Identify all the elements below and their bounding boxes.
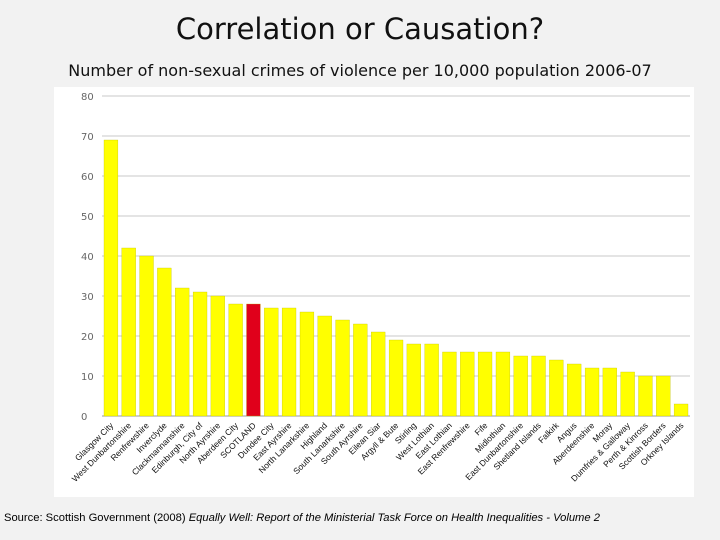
- y-tick-label: 30: [81, 292, 94, 303]
- source-note: Source: Scottish Government (2008) Equal…: [4, 512, 720, 524]
- bar-scotland: [246, 303, 261, 417]
- bar-shetland-islands: [531, 355, 546, 417]
- y-tick-label: 10: [81, 372, 94, 383]
- y-tick-label: 20: [81, 332, 94, 343]
- bar-east-dunbartonshire: [513, 355, 528, 417]
- y-tick-label: 70: [81, 132, 94, 143]
- chart-subtitle: Number of non-sexual crimes of violence …: [68, 61, 652, 80]
- bar-eilean-siar: [371, 331, 386, 417]
- bar-fife: [477, 351, 493, 417]
- bar-stirling: [406, 343, 421, 417]
- bar-south-ayrshire: [353, 323, 368, 417]
- bar-aberdeenshire: [584, 367, 600, 417]
- bar-north-lanarkshire: [299, 311, 315, 417]
- bar-edinburgh-city-of: [192, 291, 208, 417]
- y-tick-label: 0: [81, 412, 87, 423]
- y-tick-label: 60: [81, 172, 94, 183]
- source-prefix: Source: Scottish Government (2008): [4, 512, 189, 524]
- bar-east-renfrewshire: [460, 351, 475, 417]
- bar-north-ayrshire: [210, 295, 225, 417]
- bar-angus: [567, 363, 582, 417]
- bar-midlothian: [495, 351, 511, 417]
- source-title: Equally Well: Report of the Ministerial …: [188, 512, 600, 524]
- bar-clackmannanshire: [175, 287, 190, 417]
- bar-south-lanarkshire: [335, 319, 350, 417]
- bar-aberdeen-city: [228, 303, 243, 417]
- y-tick-label: 80: [81, 92, 94, 103]
- y-tick-label: 40: [81, 252, 94, 263]
- y-tick-label: 50: [81, 212, 94, 223]
- slide-title: Correlation or Causation?: [175, 12, 545, 46]
- bar-east-ayrshire: [281, 307, 297, 417]
- y-axis-ticks: 0 10 20 30 40 50 60 70 80: [81, 92, 94, 423]
- bar-glasgow-city: [103, 139, 119, 417]
- bar-perth-kinross: [638, 375, 653, 417]
- bar-west-lothian: [424, 343, 439, 417]
- bar-renfrewshire: [139, 255, 154, 417]
- bar-falkirk: [549, 359, 564, 417]
- bar-dumfries-galloway: [620, 371, 635, 417]
- bar-dundee-city: [264, 307, 279, 417]
- bar-moray: [602, 367, 617, 417]
- bar-argyll-bute: [388, 339, 404, 417]
- chart-panel: 0 10 20 30 40 50 60 70 80 Glasgow City West Dunba…: [54, 87, 694, 497]
- bar-scottish-borders: [656, 375, 671, 417]
- bar-inverclyde: [157, 267, 172, 417]
- bars: [103, 139, 689, 417]
- bar-orkney-islands: [673, 403, 689, 417]
- bar-highland: [317, 315, 332, 417]
- bar-west-dunbartonshire: [121, 247, 136, 417]
- bar-east-lothian: [442, 351, 457, 417]
